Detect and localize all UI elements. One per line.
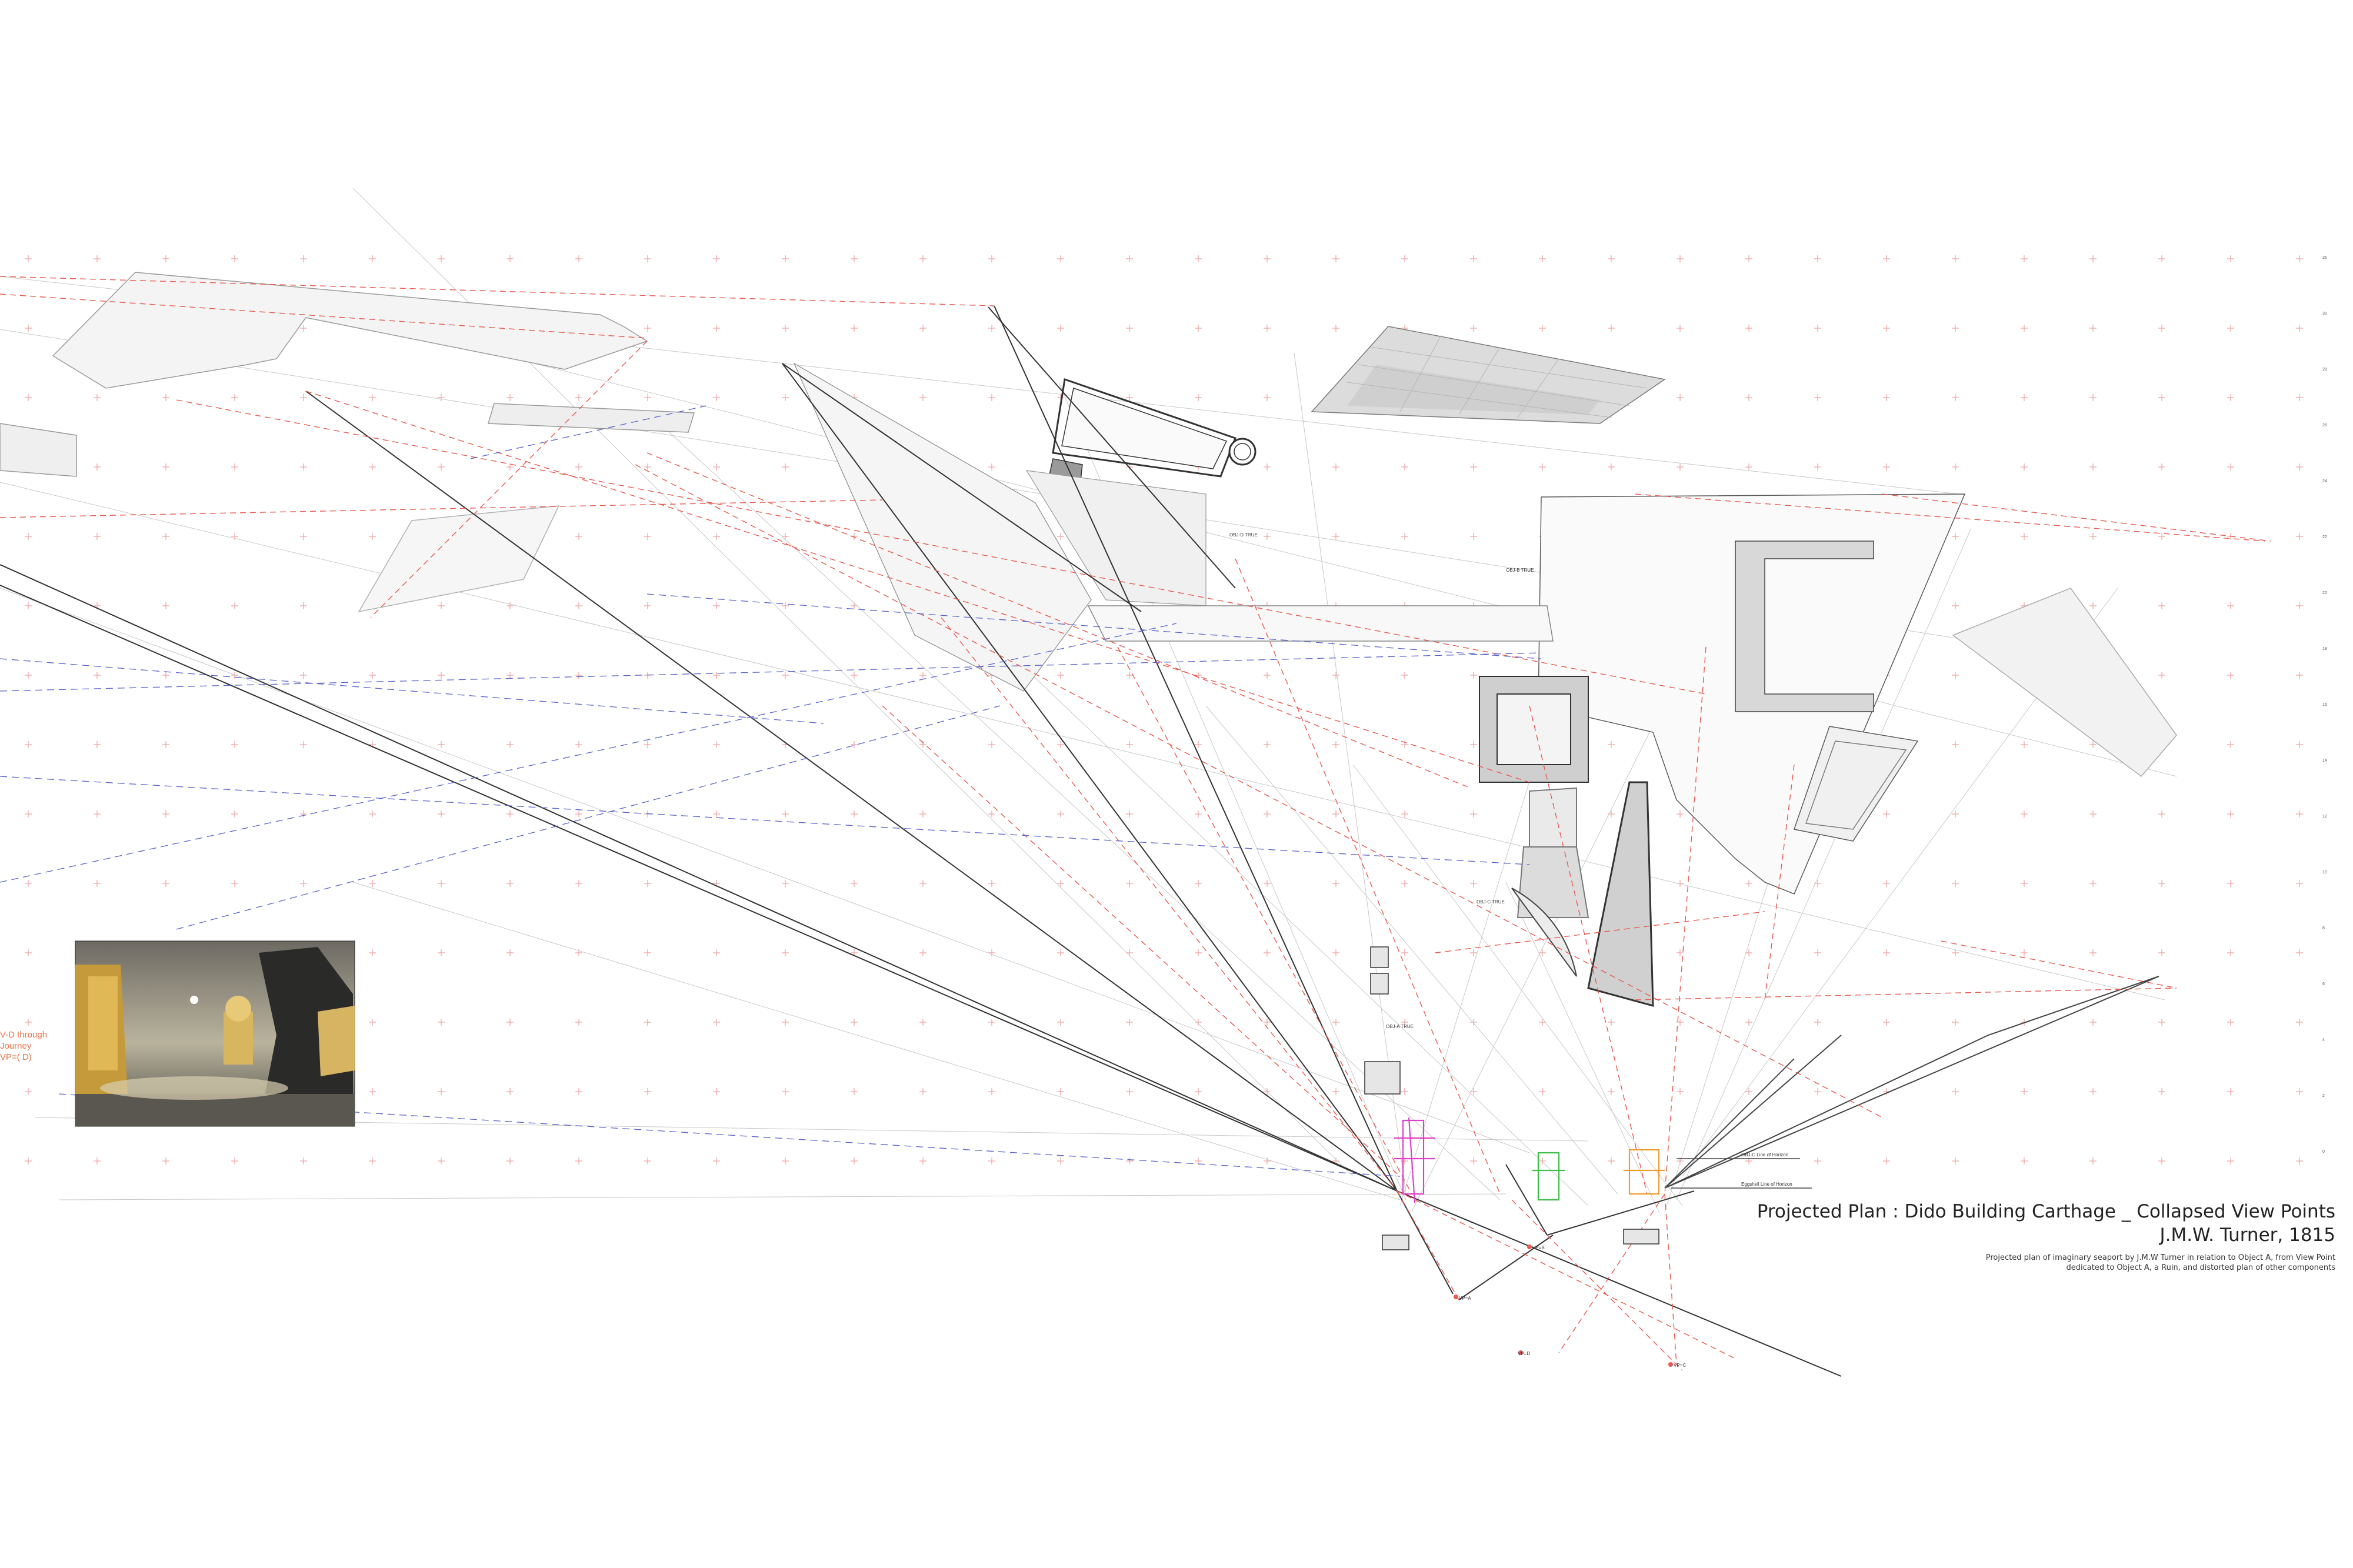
vp-d-label: VP=D [1518,1351,1530,1356]
scale-tick-label: 12 [2322,815,2327,819]
journey-note: V-D through Journey VP=( D) [0,1029,71,1063]
drawing-description-1: Projected plan of imaginary seaport by J… [1985,1253,2335,1262]
obj-b-true-label: OBJ-B TRUE [1506,568,1534,573]
upper-left-plan [0,272,695,613]
scale-tick-label: 35 [2322,256,2327,260]
horizon-c-label: OBJ-C Line of Horizon [1741,1152,1788,1157]
drawing-description-2: dedicated to Object A, a Ruin, and disto… [2066,1263,2335,1272]
quarter-circle [1511,888,1577,977]
journey-note-line1: V-D through Journey [0,1030,48,1051]
upper-right-plan [1311,326,1666,424]
drawing-title: Projected Plan : Dido Building Carthage … [1757,1201,2335,1222]
obj-a-true-label: OBJ-A TRUE [1386,1024,1414,1029]
scale-tick-label: 14 [2322,759,2327,763]
scale-tick-label: 4 [2322,1038,2325,1042]
scale-tick-label: 8 [2322,926,2325,930]
right-perspective-triangle [1664,976,2159,1189]
red-guide-lines [0,276,2271,1371]
vp-c-label: VP=C [1674,1363,1686,1368]
scale-tick-label: 0 [2322,1150,2325,1154]
drawing-subtitle: J.M.W. Turner, 1815 [2159,1225,2335,1246]
vp-b-label: VP=B [1532,1245,1545,1250]
scale-tick-label: 18 [2322,647,2327,651]
scale-tick-label: 26 [2322,423,2327,428]
journey-note-line2: VP=( D) [0,1052,32,1062]
scale-tick-label: 24 [2322,479,2327,483]
scale-tick-label: 30 [2322,312,2327,316]
scale-tick-label: 28 [2322,368,2327,372]
square-building [1479,676,1589,918]
grid-crosses [25,255,2303,1165]
title-block: Projected Plan : Dido Building Carthage … [1688,1200,2335,1273]
viewpoint-components [1364,946,1659,1250]
horizontal-band [1087,605,1554,642]
scale-tick-label: 10 [2322,870,2327,875]
object-labels: OBJ-D TRUE OBJ-B TRUE OBJ-C TRUE OBJ-A T… [1229,532,1792,1368]
vp-a-label: VP=A [1459,1296,1471,1301]
scale-tick-label: 22 [2322,535,2327,539]
perspective-triangle-lines [0,305,1842,1377]
green-object-c [1532,1152,1565,1201]
orange-object-b [1624,1149,1665,1195]
dido-building-carthage-painting [75,940,355,1127]
obj-c-true-label: OBJ-C TRUE [1477,899,1505,905]
obj-d-true-label: OBJ-D TRUE [1229,532,1258,538]
dark-wedge [1587,781,1654,1007]
scale-tick-label: 16 [2322,703,2327,707]
scale-tick-label: 6 [2322,982,2325,986]
horizon-a-label: Eggshell Line of Horizon [1741,1182,1792,1187]
scale-tick-label: 2 [2322,1094,2325,1098]
scale-tick-label: 20 [2322,591,2327,595]
viewpoint-markers [1454,1245,1673,1367]
right-complex-plan [1538,493,2177,895]
pink-object-a [1394,1117,1435,1203]
horizon-lines [1671,1158,1812,1189]
central-building [793,362,1257,692]
